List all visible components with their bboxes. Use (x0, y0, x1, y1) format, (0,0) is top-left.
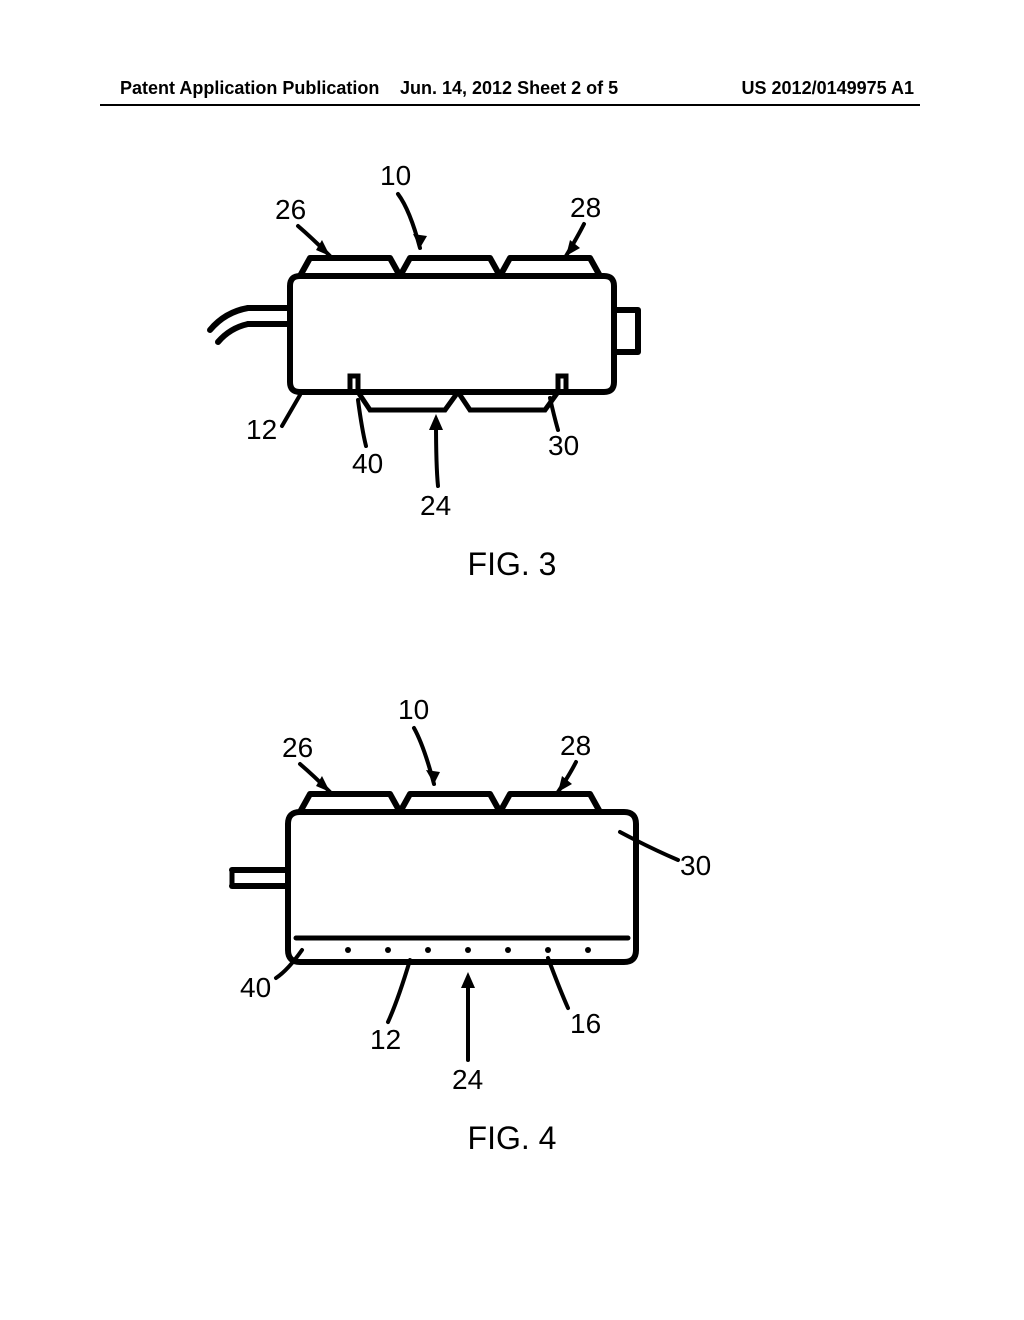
header-left: Patent Application Publication (120, 78, 379, 99)
fig3-svg (0, 130, 1024, 550)
header-rule (100, 104, 920, 106)
ref-24-f4: 24 (452, 1064, 483, 1096)
ref-40: 40 (352, 448, 383, 480)
ref-10: 10 (380, 160, 411, 192)
ref-26: 26 (275, 194, 306, 226)
ref-10-f4: 10 (398, 694, 429, 726)
page-header: Patent Application Publication Jun. 14, … (0, 78, 1024, 99)
header-center: Jun. 14, 2012 Sheet 2 of 5 (400, 78, 618, 99)
ref-30: 30 (548, 430, 579, 462)
ref-12-f4: 12 (370, 1024, 401, 1056)
figure-4: 10 26 28 30 40 12 24 16 (0, 660, 1024, 1180)
fig4-label: FIG. 4 (0, 1120, 1024, 1157)
ref-40-f4: 40 (240, 972, 271, 1004)
fig3-label: FIG. 3 (0, 546, 1024, 583)
ref-28-f4: 28 (560, 730, 591, 762)
ref-16-f4: 16 (570, 1008, 601, 1040)
ref-26-f4: 26 (282, 732, 313, 764)
ref-28: 28 (570, 192, 601, 224)
ref-24: 24 (420, 490, 451, 522)
header-right: US 2012/0149975 A1 (742, 78, 914, 99)
ref-30-f4: 30 (680, 850, 711, 882)
figure-3: 10 26 28 12 40 24 30 (0, 130, 1024, 630)
ref-12: 12 (246, 414, 277, 446)
fig4-svg (0, 660, 1024, 1130)
